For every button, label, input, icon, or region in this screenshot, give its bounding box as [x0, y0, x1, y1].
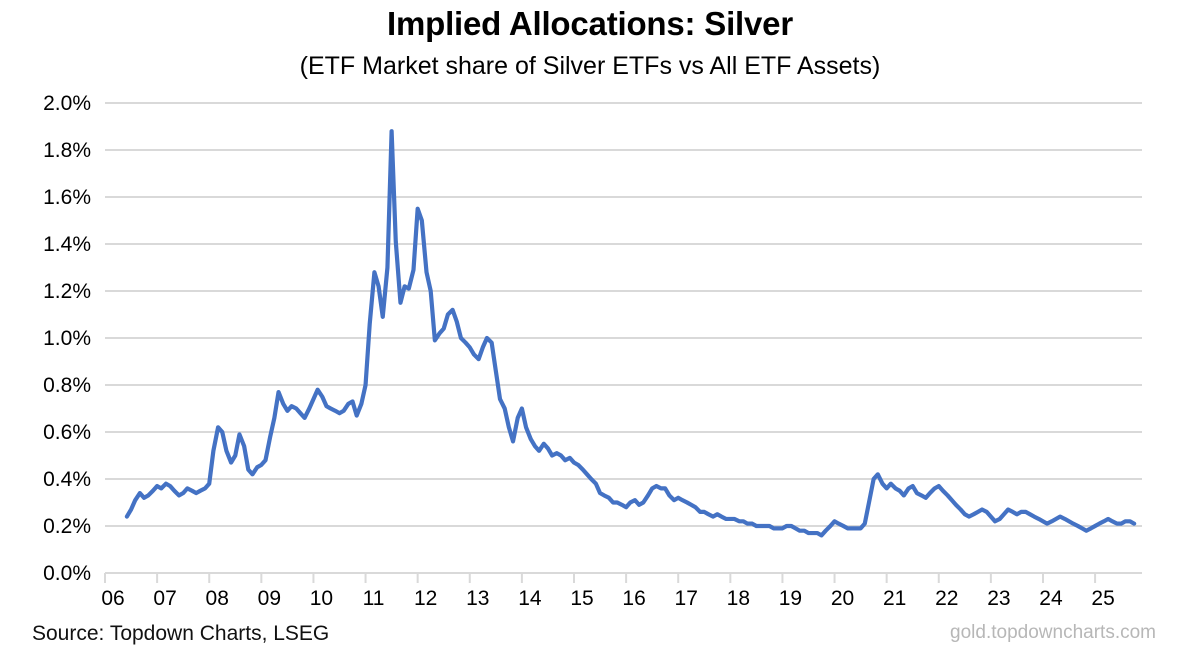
y-axis-tick-label: 1.2%: [43, 280, 91, 303]
source-note: Source: Topdown Charts, LSEG: [32, 622, 330, 645]
y-axis-tick-label: 0.8%: [43, 374, 91, 397]
y-axis-tick-label: 1.6%: [43, 186, 91, 209]
y-axis-tick-label: 2.0%: [43, 92, 91, 115]
x-axis-tick-label: 09: [258, 587, 281, 610]
y-axis-tick-label: 1.8%: [43, 139, 91, 162]
site-watermark: gold.topdowncharts.com: [950, 622, 1156, 643]
page-title: Implied Allocations: Silver: [387, 5, 793, 42]
x-axis: 06 07 08 09 10 11 12 13 14 15 16 17 18 19 20 21 22 23 24 25: [101, 572, 1142, 610]
x-axis-tick-label: 14: [518, 587, 542, 610]
x-axis-tick-label: 07: [153, 587, 176, 610]
y-gridlines: 0.0% 0.2% 0.4% 0.6% 0.8% 1.0% 1.2% 1.4% 1.6% 1.8%…: [43, 92, 1142, 585]
y-axis-tick-label: 1.0%: [43, 327, 91, 350]
x-axis-tick-label: 15: [570, 587, 593, 610]
x-axis-tick-label: 23: [987, 587, 1010, 610]
y-axis-tick-label: 0.2%: [43, 515, 91, 538]
x-axis-tick-label: 19: [779, 587, 802, 610]
x-axis-tick-label: 22: [935, 587, 958, 610]
x-axis-tick-label: 18: [727, 587, 750, 610]
x-axis-tick-label: 12: [414, 587, 437, 610]
series-line: [124, 129, 1137, 538]
page-subtitle: (ETF Market share of Silver ETFs vs All …: [299, 52, 881, 80]
x-axis-tick-label: 25: [1091, 587, 1114, 610]
x-axis-tick-label: 08: [206, 587, 229, 610]
x-axis-tick-label: 10: [310, 587, 333, 610]
x-axis-tick-label: 16: [622, 587, 645, 610]
x-axis-tick-label: 24: [1039, 587, 1063, 610]
x-axis-tick-label: 20: [831, 587, 854, 610]
y-axis-tick-label: 0.4%: [43, 468, 91, 491]
x-axis-tick-label: 06: [101, 587, 124, 610]
y-axis-tick-label: 1.4%: [43, 233, 91, 256]
y-axis-tick-label: 0.6%: [43, 421, 91, 444]
x-axis-tick-label: 11: [363, 587, 385, 610]
x-axis-tick-label: 21: [883, 587, 906, 610]
y-axis-tick-label: 0.0%: [43, 562, 91, 585]
x-axis-tick-label: 13: [466, 587, 489, 610]
x-axis-tick-label: 17: [675, 587, 698, 610]
